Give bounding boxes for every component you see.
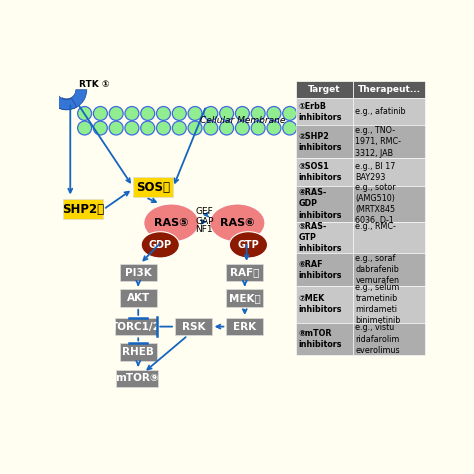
Text: mTOR⑨: mTOR⑨ xyxy=(116,374,159,383)
FancyBboxPatch shape xyxy=(353,286,425,323)
Text: AKT: AKT xyxy=(127,293,150,303)
Circle shape xyxy=(219,121,234,135)
FancyBboxPatch shape xyxy=(133,177,173,197)
Circle shape xyxy=(93,121,107,135)
Text: e.g., TNO-
1971, RMC-
3312, JAB: e.g., TNO- 1971, RMC- 3312, JAB xyxy=(356,126,401,157)
Circle shape xyxy=(156,121,171,135)
Text: ④RAS-
GDP
inhibitors: ④RAS- GDP inhibitors xyxy=(299,188,342,219)
Wedge shape xyxy=(46,90,77,110)
FancyBboxPatch shape xyxy=(175,318,212,336)
FancyBboxPatch shape xyxy=(296,186,353,222)
Text: ③SOS1
inhibitors: ③SOS1 inhibitors xyxy=(299,162,342,182)
Circle shape xyxy=(377,107,392,120)
Circle shape xyxy=(156,107,171,120)
Text: GEF: GEF xyxy=(195,208,213,217)
FancyBboxPatch shape xyxy=(353,186,425,222)
Circle shape xyxy=(125,107,139,120)
Circle shape xyxy=(172,121,186,135)
FancyBboxPatch shape xyxy=(63,199,103,219)
Text: e.g., afatinib: e.g., afatinib xyxy=(356,107,406,116)
Text: ⑧mTOR
inhibitors: ⑧mTOR inhibitors xyxy=(299,329,342,349)
FancyBboxPatch shape xyxy=(353,323,425,356)
Circle shape xyxy=(251,107,265,120)
Text: RAFⒻ: RAFⒻ xyxy=(230,268,259,278)
Circle shape xyxy=(362,121,375,135)
Circle shape xyxy=(125,121,139,135)
FancyBboxPatch shape xyxy=(353,126,425,158)
Circle shape xyxy=(314,121,328,135)
FancyBboxPatch shape xyxy=(353,158,425,186)
Text: ERK: ERK xyxy=(233,321,256,332)
Circle shape xyxy=(330,121,344,135)
Text: NF1: NF1 xyxy=(196,225,213,234)
Circle shape xyxy=(93,107,107,120)
FancyBboxPatch shape xyxy=(227,289,263,307)
FancyBboxPatch shape xyxy=(353,98,425,126)
Circle shape xyxy=(204,107,218,120)
Text: ⑦MEK
inhibitors: ⑦MEK inhibitors xyxy=(299,294,342,314)
FancyBboxPatch shape xyxy=(120,343,156,361)
FancyBboxPatch shape xyxy=(116,370,158,387)
Circle shape xyxy=(188,121,202,135)
Text: RAS⑤: RAS⑤ xyxy=(154,218,189,228)
Circle shape xyxy=(267,121,281,135)
Circle shape xyxy=(393,121,407,135)
Circle shape xyxy=(78,121,91,135)
Text: GTP: GTP xyxy=(237,240,259,250)
FancyBboxPatch shape xyxy=(115,318,157,336)
Ellipse shape xyxy=(144,204,199,242)
Circle shape xyxy=(172,107,186,120)
Circle shape xyxy=(314,107,328,120)
FancyBboxPatch shape xyxy=(296,323,353,356)
FancyBboxPatch shape xyxy=(296,126,353,158)
FancyBboxPatch shape xyxy=(296,253,353,286)
Circle shape xyxy=(299,107,312,120)
Circle shape xyxy=(377,121,392,135)
FancyBboxPatch shape xyxy=(296,222,353,253)
FancyBboxPatch shape xyxy=(296,98,353,126)
Circle shape xyxy=(188,107,202,120)
Text: e.g., RMC-: e.g., RMC- xyxy=(356,222,396,253)
FancyBboxPatch shape xyxy=(296,158,353,186)
Circle shape xyxy=(346,107,360,120)
Text: RTK ①: RTK ① xyxy=(80,81,110,90)
Text: GAP: GAP xyxy=(195,218,214,227)
FancyBboxPatch shape xyxy=(353,222,425,253)
Text: ⑥RAF
inhibitors: ⑥RAF inhibitors xyxy=(299,260,342,280)
Text: RSK: RSK xyxy=(182,321,205,332)
Text: PI3K: PI3K xyxy=(125,268,152,278)
Text: e.g., soraf
dabrafenib
vemurafen: e.g., soraf dabrafenib vemurafen xyxy=(356,254,399,285)
Circle shape xyxy=(362,107,375,120)
Circle shape xyxy=(409,121,423,135)
Circle shape xyxy=(330,107,344,120)
Text: Cellular Membrane: Cellular Membrane xyxy=(200,116,286,125)
Circle shape xyxy=(109,107,123,120)
Text: e.g., vistu
ridafarolim
everolimus: e.g., vistu ridafarolim everolimus xyxy=(356,323,400,355)
Circle shape xyxy=(236,107,249,120)
FancyBboxPatch shape xyxy=(120,264,156,282)
FancyBboxPatch shape xyxy=(353,81,425,98)
Circle shape xyxy=(219,107,234,120)
Text: TORC1/2: TORC1/2 xyxy=(111,321,161,332)
FancyBboxPatch shape xyxy=(120,289,156,307)
Ellipse shape xyxy=(141,232,179,258)
Circle shape xyxy=(141,107,155,120)
FancyBboxPatch shape xyxy=(353,253,425,286)
Text: SOSⓢ: SOSⓢ xyxy=(136,181,170,194)
FancyBboxPatch shape xyxy=(296,81,353,98)
Circle shape xyxy=(204,121,218,135)
Text: e.g., sotor
(AMG510)
(MRTX845
6036, D-1: e.g., sotor (AMG510) (MRTX845 6036, D-1 xyxy=(356,183,396,225)
Circle shape xyxy=(283,107,297,120)
FancyBboxPatch shape xyxy=(227,318,263,336)
Circle shape xyxy=(141,121,155,135)
Text: GDP: GDP xyxy=(149,240,172,250)
Text: ②SHP2
inhibitors: ②SHP2 inhibitors xyxy=(299,132,342,152)
Circle shape xyxy=(267,107,281,120)
Wedge shape xyxy=(56,90,87,110)
FancyBboxPatch shape xyxy=(296,286,353,323)
Circle shape xyxy=(78,107,91,120)
Text: RHEB: RHEB xyxy=(122,347,154,357)
Ellipse shape xyxy=(210,204,265,242)
Circle shape xyxy=(283,121,297,135)
FancyBboxPatch shape xyxy=(227,264,263,282)
